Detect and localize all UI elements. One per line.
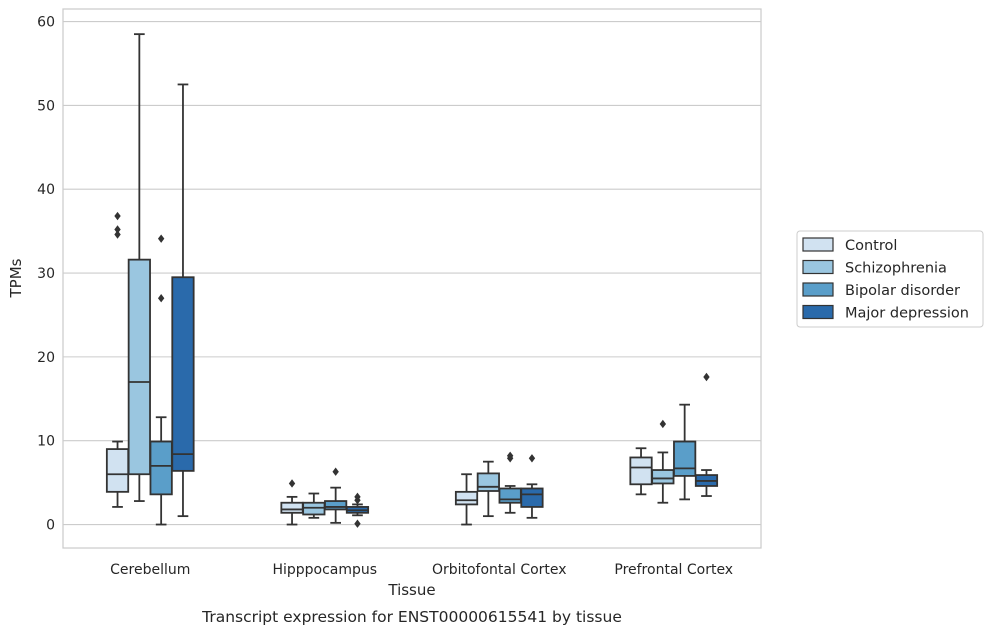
box-0-2 [149,234,173,526]
x-tick-label: Cerebellum [110,562,190,578]
outlier-point [288,479,296,488]
box-1-2 [324,467,348,524]
legend: Control Schizophrenia Bipolar disorder Majo… [796,230,984,328]
chart-title: Transcript expression for ENST0000061554… [201,608,622,626]
box-iqr [280,501,304,514]
box-3-3 [694,372,719,497]
outlier-point [354,519,361,528]
box-3-1 [651,419,675,504]
x-tick-label: Orbitofontal Cortex [432,562,567,578]
legend-swatch [802,237,834,252]
box-2-0 [454,473,479,526]
legend-frame [796,230,984,328]
x-tick-label: Prefrontal Cortex [614,562,733,578]
box-0-1 [127,33,151,502]
outlier-point [506,451,514,460]
box-iqr [454,490,479,506]
y-tick-label: 0 [46,518,55,534]
box-0-0 [105,211,130,508]
x-axis-label: Tissue [387,581,435,599]
box-iqr [498,487,522,504]
box-iqr [520,487,544,508]
box-3-2 [673,403,697,501]
box-0-3 [171,83,195,518]
outlier-point [114,230,121,239]
box-2-3 [520,454,544,519]
y-tick-label: 40 [37,182,55,198]
box-iqr [324,500,348,511]
legend-label: Bipolar disorder [845,283,960,299]
box-1-3 [345,492,370,528]
legend-item: Major depression [802,304,969,322]
y-tick-label: 20 [37,350,55,366]
outlier-point [659,419,667,429]
box-iqr [105,448,130,493]
legend-swatch [802,282,834,297]
box-2-2 [498,451,522,514]
box-iqr [651,469,675,485]
box-iqr [171,276,195,472]
box-iqr [629,456,653,486]
legend-label: Control [845,238,897,254]
plot-frame [62,8,762,549]
box-3-0 [629,447,653,496]
box-iqr [127,258,151,476]
legend-item: Schizophrenia [802,259,947,277]
y-tick-label: 30 [37,266,55,282]
outlier-point [157,234,165,243]
y-axis-ticks: 0 10 20 30 40 50 60 [37,15,55,534]
box-iqr [673,440,697,477]
outlier-point [114,225,121,234]
legend-swatch [802,304,834,320]
outlier-point [114,211,121,221]
outlier-point [332,467,339,476]
outlier-point [354,492,361,502]
legend-label: Major depression [845,306,969,322]
x-axis-ticks: Cerebellum Hipppocampus Orbitofontal Corte… [110,562,733,578]
outlier-point [528,454,536,463]
outlier-point [157,293,165,303]
legend-swatch [802,259,834,275]
plot-boxes [105,33,719,528]
y-tick-label: 50 [37,98,55,114]
box-1-0 [280,479,304,526]
box-iqr [476,472,500,492]
y-tick-label: 60 [37,15,55,31]
legend-item: Bipolar disorder [802,282,960,299]
legend-label: Schizophrenia [845,261,947,277]
box-2-1 [476,460,500,518]
box-iqr [149,440,173,496]
y-tick-label: 10 [37,434,55,450]
outlier-point [703,372,710,382]
legend-item: Control [802,237,897,254]
x-tick-label: Hipppocampus [272,562,377,578]
box-1-1 [302,492,326,519]
y-axis-label: TPMs [7,258,25,298]
